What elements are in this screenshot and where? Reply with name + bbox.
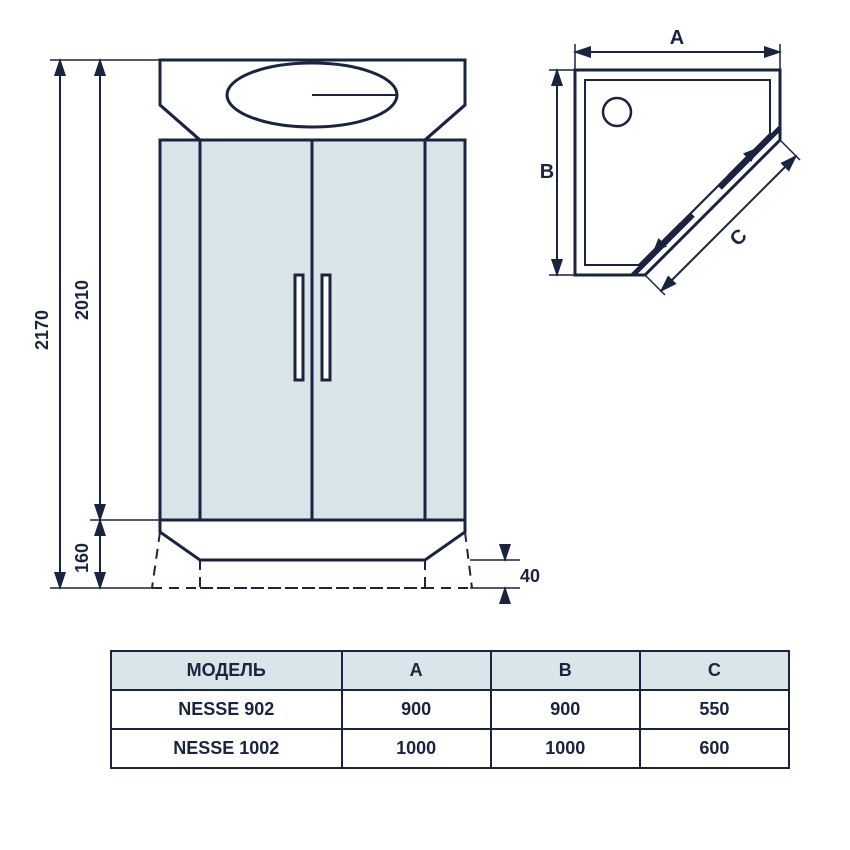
col-a: A [342, 651, 491, 690]
col-c: C [640, 651, 789, 690]
plan-label-c: C [726, 225, 752, 251]
dim-clearance: 40 [520, 566, 540, 586]
col-model: МОДЕЛЬ [111, 651, 342, 690]
dim-tray-height: 160 [72, 543, 92, 573]
spec-table: МОДЕЛЬ A B C NESSE 902 900 900 550 NESSE… [110, 650, 790, 769]
cell-c: 550 [640, 690, 789, 729]
table-header-row: МОДЕЛЬ A B C [111, 651, 789, 690]
cell-a: 900 [342, 690, 491, 729]
front-elevation: 2170 2010 160 40 [32, 60, 540, 602]
dim-total-height: 2170 [32, 310, 52, 350]
technical-diagram: 2170 2010 160 40 A B [20, 20, 830, 620]
cell-a: 1000 [342, 729, 491, 768]
diagram-svg: 2170 2010 160 40 A B [20, 20, 830, 620]
cell-b: 1000 [491, 729, 640, 768]
cell-model: NESSE 1002 [111, 729, 342, 768]
cell-model: NESSE 902 [111, 690, 342, 729]
cell-c: 600 [640, 729, 789, 768]
plan-label-a: A [670, 27, 684, 49]
plan-view: A B C [540, 27, 800, 295]
col-b: B [491, 651, 640, 690]
dim-cabin-height: 2010 [72, 280, 92, 320]
cell-b: 900 [491, 690, 640, 729]
table-row: NESSE 1002 1000 1000 600 [111, 729, 789, 768]
plan-label-b: B [540, 161, 554, 183]
table-row: NESSE 902 900 900 550 [111, 690, 789, 729]
